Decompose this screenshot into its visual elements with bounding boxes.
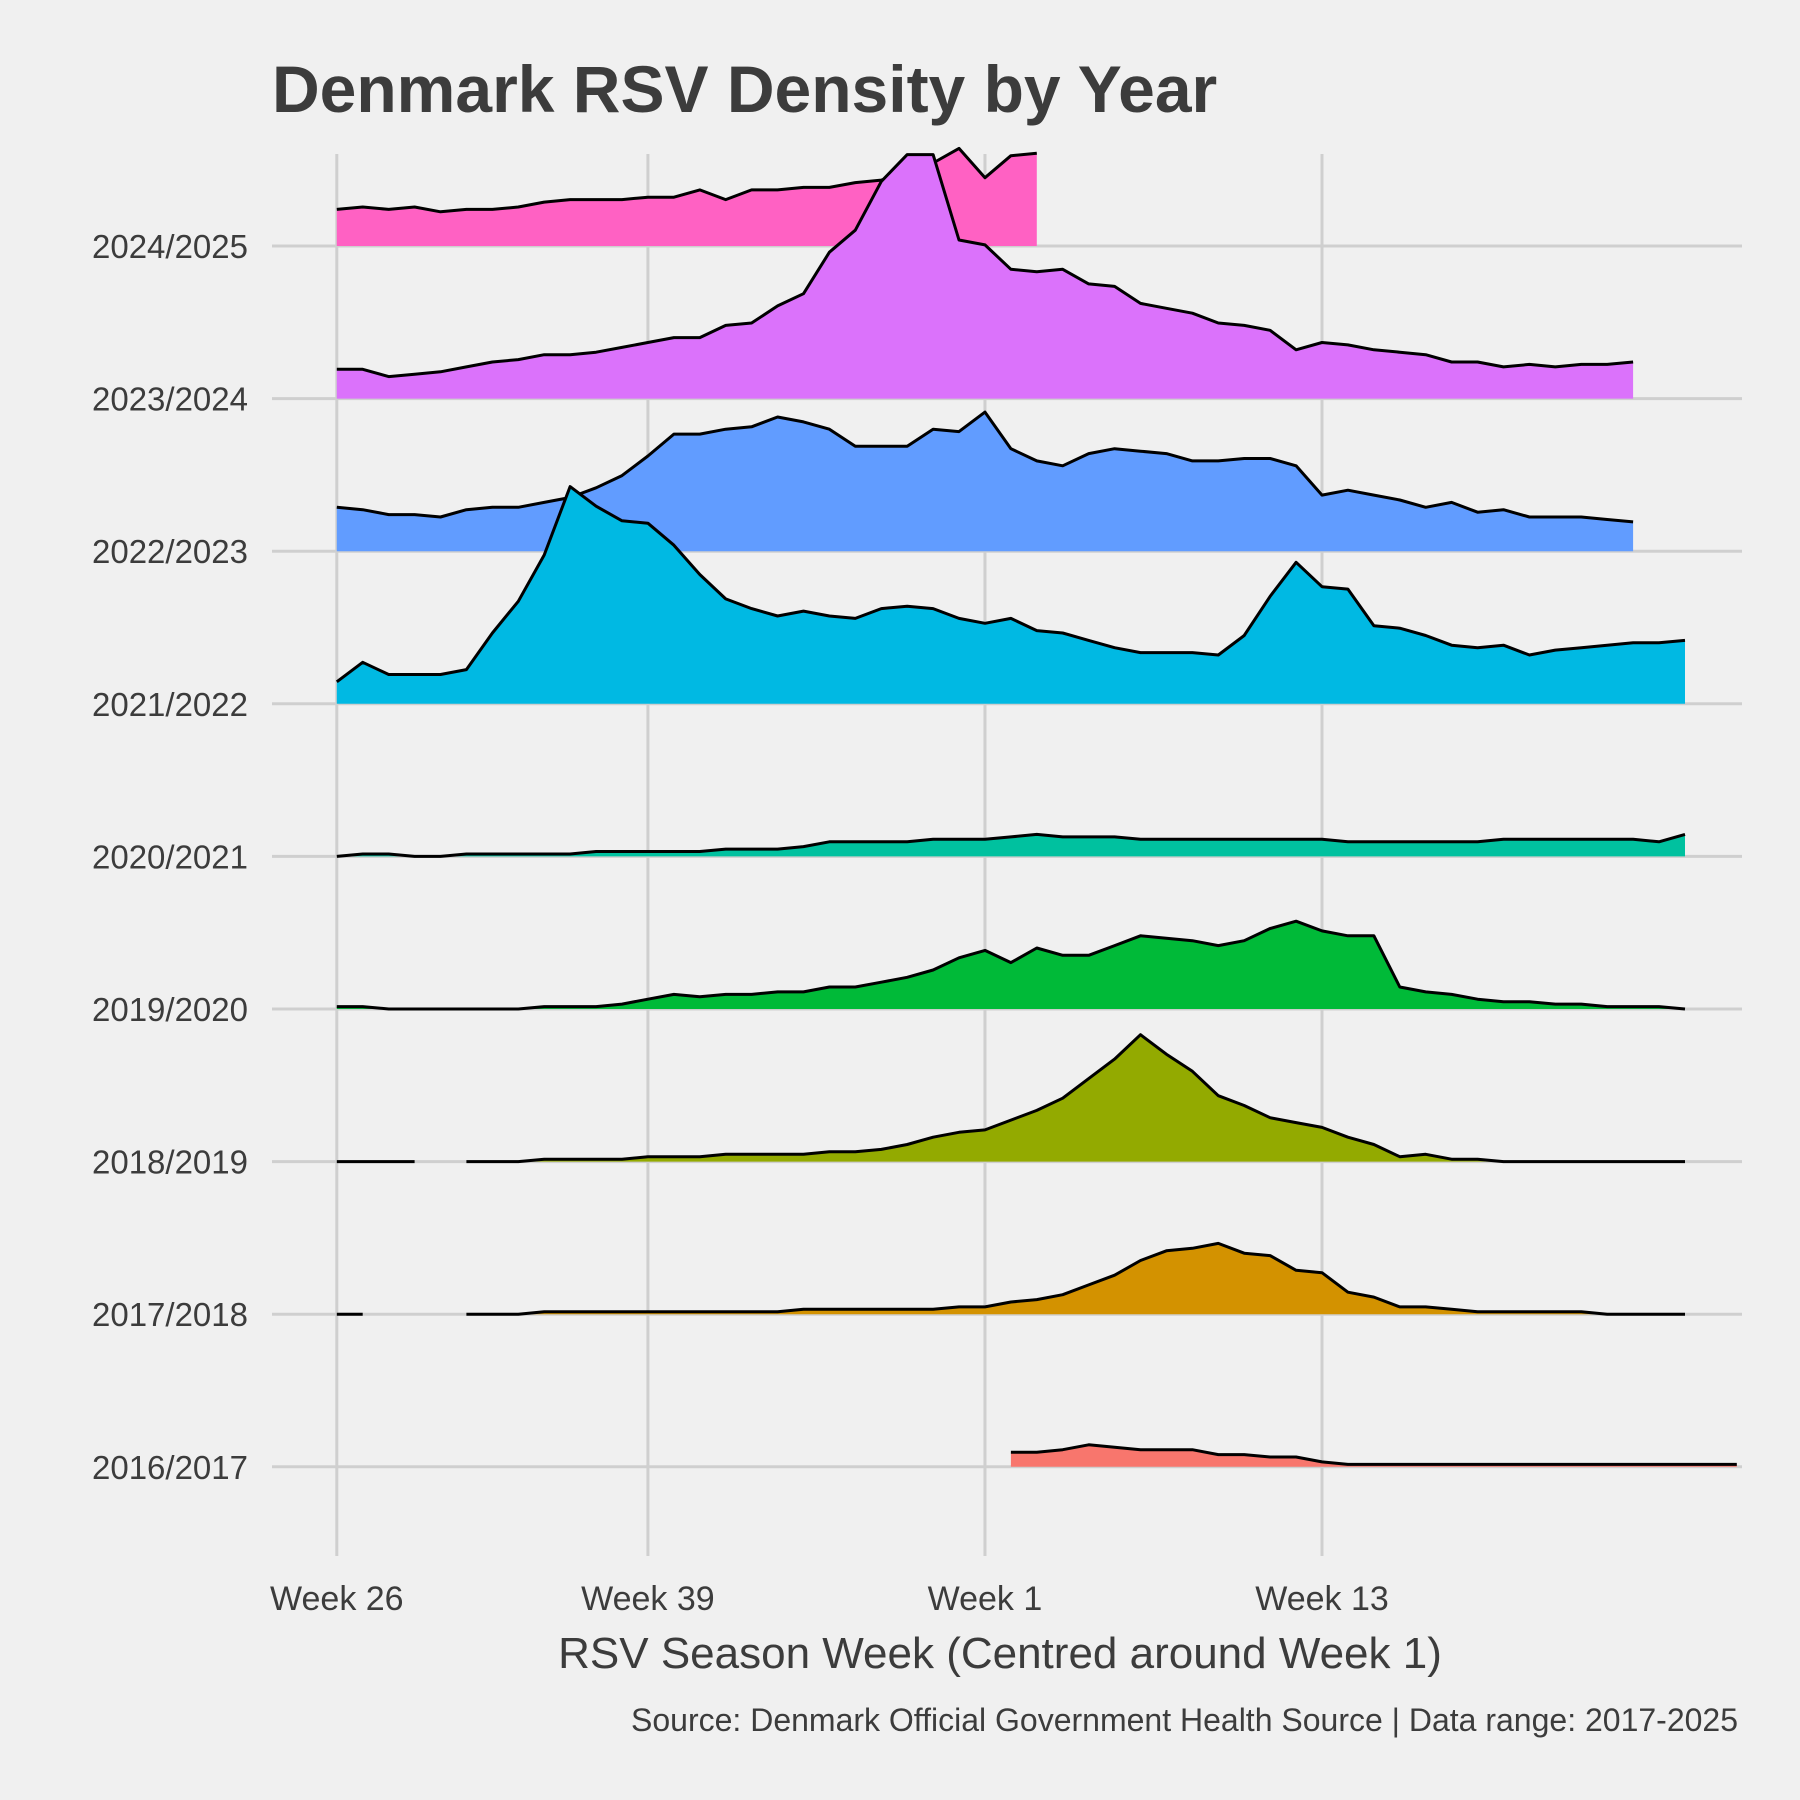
x-tick-label: Week 1	[928, 1580, 1043, 1618]
ridge-area	[336, 154, 1634, 399]
x-axis-tick-labels: Week 26 Week 39 Week 1 Week 13	[270, 1580, 1389, 1618]
ridge-outline	[466, 1241, 1685, 1316]
y-tick-label: 2024/2025	[92, 228, 248, 265]
y-tick-label: 2022/2023	[92, 533, 248, 570]
chart-title: Denmark RSV Density by Year	[272, 52, 1217, 126]
ridge-outline	[1010, 1443, 1737, 1466]
ridge-area	[336, 921, 1685, 1009]
ridge-2021-2022	[335, 485, 1686, 704]
y-tick-label: 2023/2024	[92, 381, 248, 418]
ridge-2016-2017	[1010, 1443, 1737, 1467]
ridge-outline	[335, 485, 1686, 683]
ridge-area	[466, 1243, 1685, 1315]
ridge-2017-2018	[336, 1241, 1685, 1316]
x-tick-label: Week 13	[1255, 1580, 1389, 1618]
chart-caption: Source: Denmark Official Government Heal…	[631, 1702, 1738, 1738]
ridge-outline	[466, 1033, 1685, 1164]
ridge-layer	[335, 146, 1737, 1467]
y-tick-label: 2018/2019	[92, 1144, 248, 1181]
x-tick-label: Week 39	[581, 1580, 715, 1618]
ridge-2019-2020	[336, 919, 1686, 1011]
ridge-area	[336, 834, 1685, 857]
y-tick-label: 2021/2022	[92, 686, 248, 723]
ridge-2020-2021	[336, 832, 1686, 858]
ridge-area	[336, 486, 1685, 704]
y-tick-label: 2017/2018	[92, 1296, 248, 1333]
ridge-2022-2023	[336, 410, 1634, 552]
y-tick-label: 2019/2020	[92, 991, 248, 1028]
ridge-area	[466, 1034, 1685, 1162]
ridge-outline	[336, 919, 1686, 1011]
y-tick-label: 2016/2017	[92, 1449, 248, 1486]
x-axis-label: RSV Season Week (Centred around Week 1)	[558, 1629, 1442, 1678]
ridge-2023-2024	[336, 153, 1634, 399]
ridge-outline	[336, 410, 1634, 524]
y-tick-label: 2020/2021	[92, 838, 248, 875]
ridge-outline	[336, 153, 1634, 379]
x-tick-label: Week 26	[270, 1580, 404, 1618]
ridge-outline	[336, 832, 1686, 858]
ridge-2018-2019	[336, 1033, 1685, 1164]
y-axis-tick-labels: 2016/2017 2017/2018 2018/2019 2019/2020 2020…	[92, 228, 248, 1486]
